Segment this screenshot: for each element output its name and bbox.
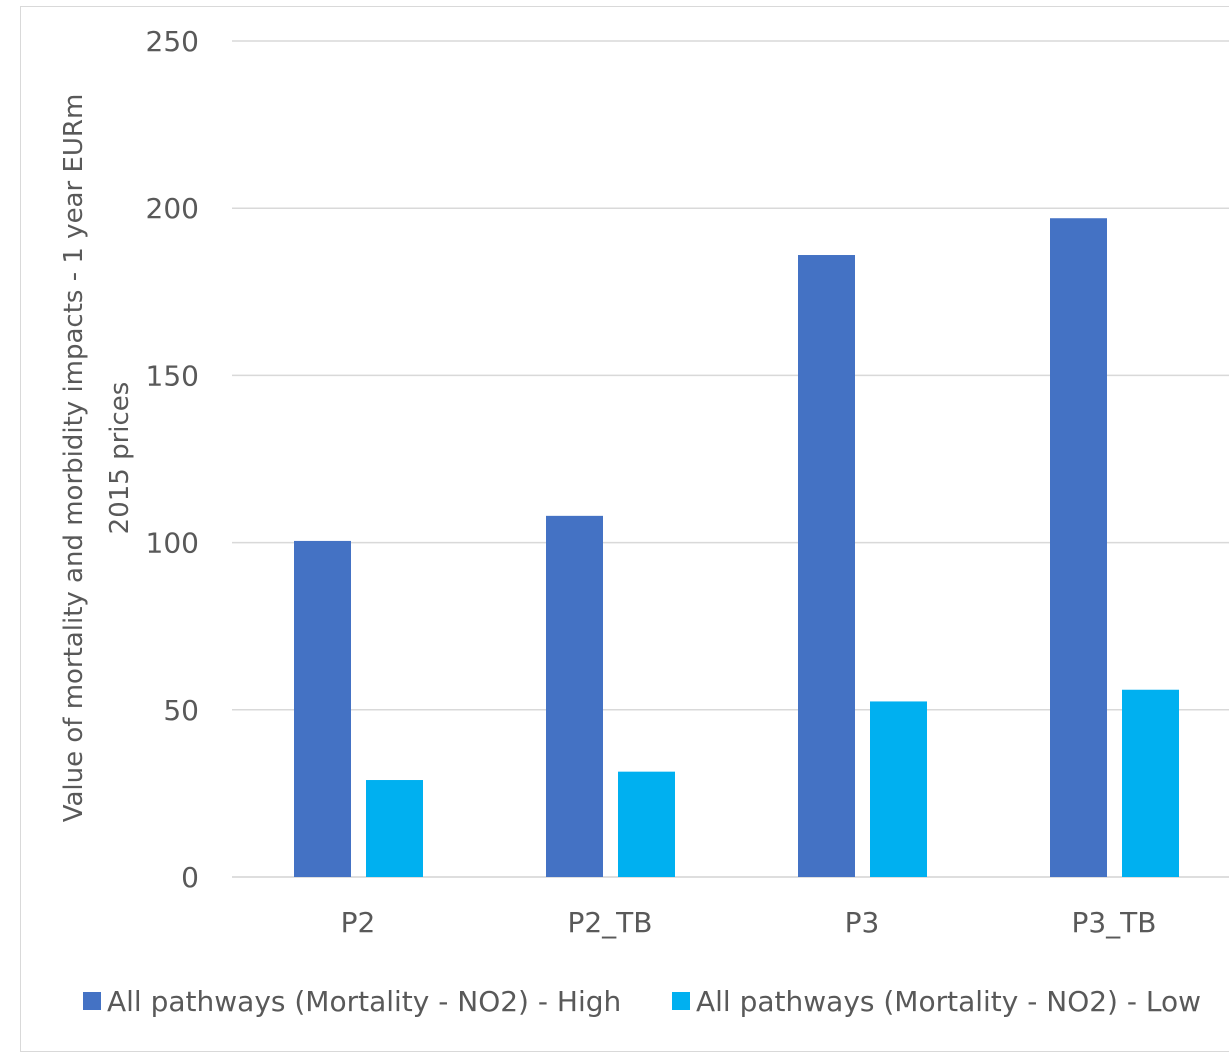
bar-low-p2 bbox=[366, 780, 423, 877]
bar-low-p2-tb bbox=[618, 771, 675, 877]
legend-swatch-low bbox=[672, 992, 690, 1010]
y-tick-label: 200 bbox=[146, 192, 199, 225]
y-tick-label: 250 bbox=[146, 25, 199, 58]
bars bbox=[294, 218, 1179, 878]
y-tick-label: 100 bbox=[146, 527, 199, 560]
y-tick-label: 50 bbox=[163, 694, 199, 727]
bar-high-p2-tb bbox=[546, 515, 603, 877]
legend-swatch-high bbox=[83, 992, 101, 1010]
legend-label-low: All pathways (Mortality - NO2) - Low bbox=[696, 985, 1201, 1018]
legend-label-high: All pathways (Mortality - NO2) - High bbox=[107, 985, 621, 1018]
bar-low-p3-tb bbox=[1122, 689, 1179, 877]
x-tick-label: P2 bbox=[341, 906, 376, 939]
x-tick-label: P2_TB bbox=[567, 906, 652, 939]
legend: All pathways (Mortality - NO2) - High Al… bbox=[83, 985, 1201, 1018]
x-tick-label: P3_TB bbox=[1071, 906, 1156, 939]
y-tick-label: 0 bbox=[181, 861, 199, 894]
y-tick-label: 150 bbox=[146, 359, 199, 392]
bar-low-p3 bbox=[870, 701, 927, 877]
bar-high-p2 bbox=[294, 540, 351, 877]
y-axis-title-line1: Value of mortality and morbidity impacts… bbox=[59, 94, 89, 823]
x-axis-ticks: P2 P2_TB P3 P3_TB bbox=[341, 906, 1157, 939]
bar-high-p3-tb bbox=[1050, 218, 1107, 877]
x-tick-label: P3 bbox=[845, 906, 880, 939]
y-axis-ticks: 0 50 100 150 200 250 bbox=[146, 25, 199, 894]
y-axis-title-line2: 2015 prices bbox=[105, 382, 135, 535]
bar-high-p3 bbox=[798, 255, 855, 878]
